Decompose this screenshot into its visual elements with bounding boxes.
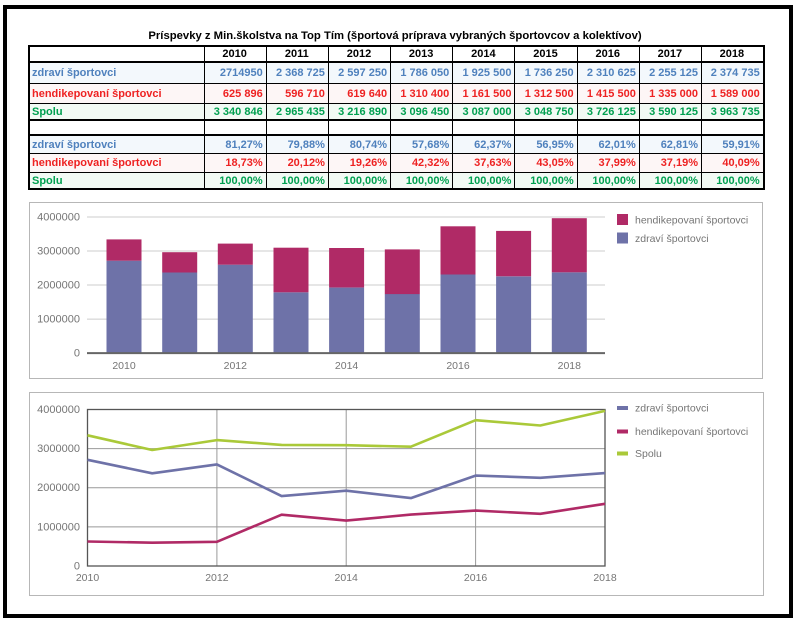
svg-text:2012: 2012 (224, 360, 248, 372)
svg-text:4000000: 4000000 (37, 404, 80, 416)
svg-text:2000000: 2000000 (37, 482, 80, 494)
svg-text:2000000: 2000000 (37, 280, 80, 292)
svg-text:Spolu: Spolu (635, 448, 662, 460)
svg-text:zdraví športovci: zdraví športovci (635, 233, 709, 245)
svg-text:2016: 2016 (464, 572, 488, 584)
svg-text:2014: 2014 (335, 360, 359, 372)
svg-text:2016: 2016 (446, 360, 470, 372)
svg-text:hendikepovaní športovci: hendikepovaní športovci (635, 426, 748, 438)
svg-text:2010: 2010 (76, 572, 100, 584)
svg-text:2014: 2014 (335, 572, 359, 584)
svg-text:2012: 2012 (205, 572, 229, 584)
svg-text:3000000: 3000000 (37, 246, 80, 258)
svg-text:3000000: 3000000 (37, 443, 80, 455)
svg-text:1000000: 1000000 (37, 521, 80, 533)
svg-text:0: 0 (74, 348, 80, 360)
svg-text:zdraví športovci: zdraví športovci (635, 403, 709, 415)
svg-text:2018: 2018 (593, 572, 617, 584)
svg-text:1000000: 1000000 (37, 314, 80, 326)
svg-text:0: 0 (74, 561, 80, 573)
svg-text:4000000: 4000000 (37, 212, 80, 224)
svg-text:hendikepovaní športovci: hendikepovaní športovci (635, 215, 748, 227)
svg-text:2010: 2010 (112, 360, 136, 372)
svg-text:2018: 2018 (558, 360, 582, 372)
